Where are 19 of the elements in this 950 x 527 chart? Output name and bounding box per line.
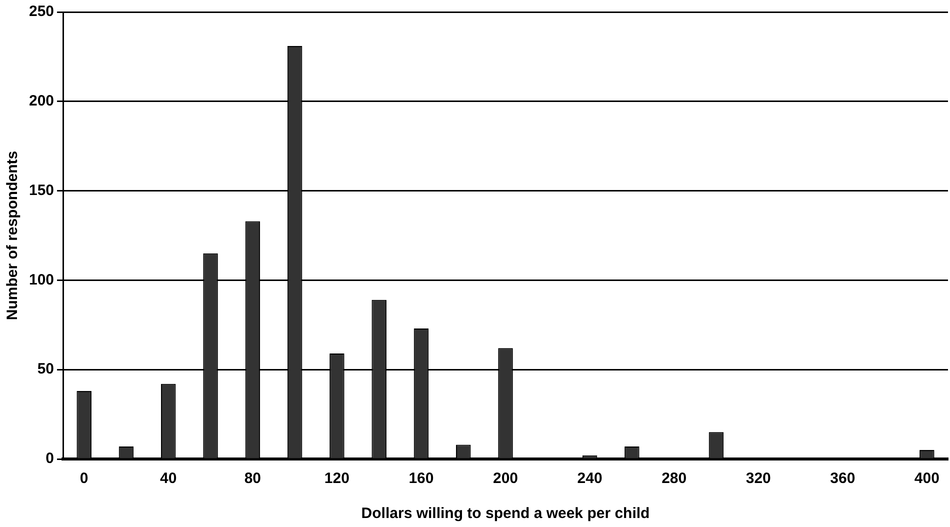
y-tick-label: 50 [37,360,54,378]
x-axis-title: Dollars willing to spend a week per child [361,505,650,522]
x-tick-label: 120 [324,470,350,488]
y-tick-label: 150 [28,182,54,199]
x-tick-label: 160 [408,470,434,488]
x-tick-label: 360 [830,470,856,488]
y-axis-title: Number of respondents [4,150,22,320]
y-tick-label: 200 [28,92,54,110]
x-tick-label: 80 [244,470,262,488]
y-tick-label: 250 [28,3,54,20]
x-tick-label: 240 [577,470,602,488]
x-tick-label: 200 [493,470,518,488]
x-tick-label: 320 [746,470,771,488]
y-tick-label: 100 [28,271,54,288]
x-tick-label: 280 [662,470,687,488]
x-tick-label: 400 [914,470,940,488]
y-tick-label: 0 [46,450,54,468]
x-tick-label: 40 [160,470,177,488]
x-tick-label: 0 [80,470,88,488]
